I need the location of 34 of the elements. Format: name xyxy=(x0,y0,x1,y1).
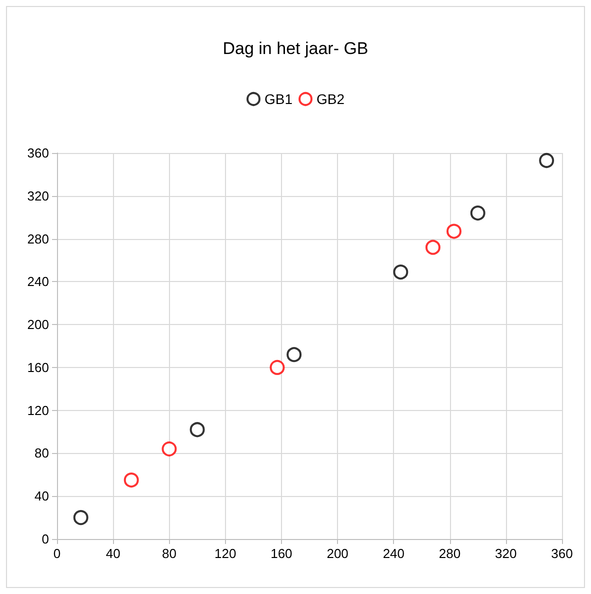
point xyxy=(270,360,285,375)
x-tick-label: 40 xyxy=(106,546,120,561)
legend-label: GB1 xyxy=(264,91,293,107)
point xyxy=(446,224,462,239)
y-tick-label: 200 xyxy=(27,317,49,332)
x-tick-label: 240 xyxy=(382,546,405,561)
point xyxy=(425,240,440,255)
point xyxy=(286,347,302,362)
y-tick-label: 80 xyxy=(34,446,49,461)
point xyxy=(162,441,177,456)
x-tick-label: 320 xyxy=(495,546,517,561)
y-tick-label: 320 xyxy=(27,188,49,204)
x-tick-label: 80 xyxy=(162,546,176,561)
y-tick-label: 120 xyxy=(27,402,49,418)
chart-title: Dag in het jaar- GB xyxy=(222,39,368,58)
point xyxy=(190,422,205,438)
y-tick-label: 0 xyxy=(42,532,49,546)
point xyxy=(124,472,139,488)
point xyxy=(393,264,408,280)
x-tick-label: 120 xyxy=(214,546,236,561)
x-tick-label: 0 xyxy=(53,546,61,561)
y-tick-label: 40 xyxy=(34,488,49,504)
x-tick-label: 360 xyxy=(551,546,573,561)
y-tick-label: 280 xyxy=(27,231,49,246)
point xyxy=(539,153,554,168)
y-tick-label: 160 xyxy=(27,360,49,375)
x-tick-label: 280 xyxy=(438,546,461,561)
y-tick-label: 360 xyxy=(27,146,49,160)
point xyxy=(73,510,88,526)
x-tick-label: 160 xyxy=(270,546,292,561)
x-tick-label: 200 xyxy=(326,546,348,561)
point xyxy=(470,206,486,221)
y-tick-label: 240 xyxy=(27,274,49,290)
legend-label: GB2 xyxy=(316,91,345,107)
